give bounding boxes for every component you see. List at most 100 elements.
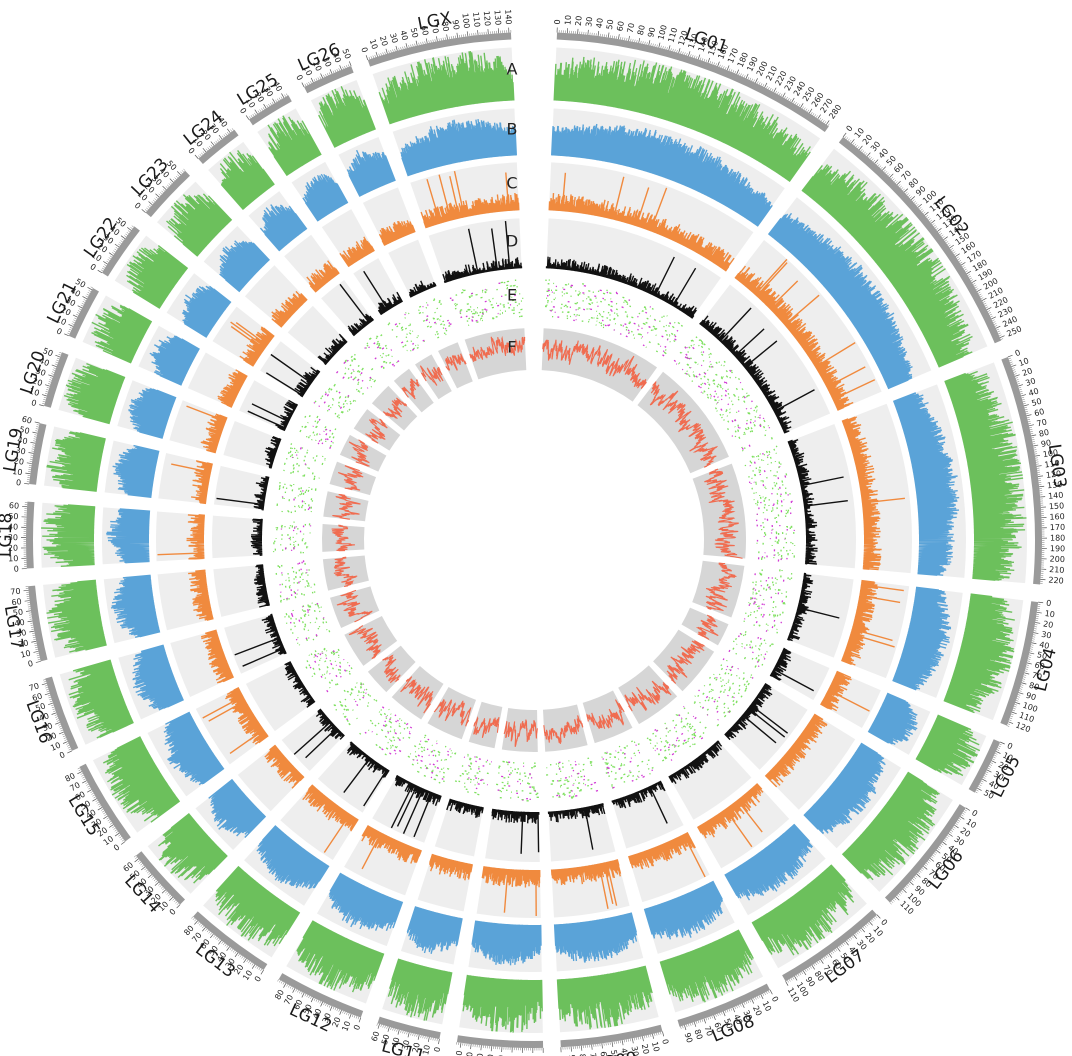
- minor-tick-lg23-16: [154, 198, 157, 201]
- track-f-bg-lg14: [367, 645, 416, 693]
- minor-tick-lg02-148: [948, 244, 951, 247]
- minor-tick-lg05-24: [989, 764, 993, 766]
- tick-lg12-40: [320, 1001, 323, 1007]
- tick-lg12-10: [349, 1013, 352, 1019]
- track-e-green-lg19: [276, 481, 317, 514]
- tick-label-lgx-130: 130: [493, 10, 503, 26]
- minor-tick-lg14-46: [145, 869, 148, 872]
- minor-tick-lg02-92: [912, 199, 915, 202]
- minor-tick-lg26-2: [304, 83, 307, 87]
- tick-lg15-10: [114, 832, 120, 837]
- tick-lg13-70: [201, 927, 206, 932]
- minor-tick-lg19-56: [36, 426, 39, 428]
- minor-tick-lg01-168: [725, 66, 727, 70]
- tick-label-lg17-60: 60: [11, 597, 22, 607]
- minor-tick-lg04-76: [1022, 678, 1026, 680]
- minor-tick-lg01-124: [682, 51, 684, 55]
- tick-label-lg15-80: 80: [64, 771, 77, 784]
- track-b-lg18: [106, 508, 151, 564]
- track-a-lg06: [841, 771, 940, 881]
- minor-tick-lg02-64: [892, 178, 895, 181]
- minor-tick-lg07-78: [813, 963, 816, 967]
- minor-tick-lg02-234: [993, 321, 996, 323]
- track-c-lg15: [202, 686, 269, 754]
- track-f-lg24: [401, 378, 420, 400]
- minor-tick-lg14-62: [135, 857, 138, 859]
- minor-tick-lg02-118: [929, 219, 932, 222]
- minor-tick-lg08-84: [690, 1023, 692, 1026]
- minor-tick-lg20-32: [51, 373, 54, 375]
- track-c-lg04: [841, 579, 904, 666]
- tick-lg08-70: [703, 1018, 707, 1024]
- track-f-lg04: [705, 562, 737, 612]
- minor-tick-lg21-32: [80, 304, 84, 307]
- tick-label-lg08-30: 30: [741, 1009, 753, 1022]
- minor-tick-lg23-36: [168, 183, 171, 186]
- tick-lg08-40: [732, 1007, 736, 1013]
- tick-lg01-90: [648, 40, 651, 46]
- minor-tick-lg23-52: [180, 171, 183, 174]
- tick-lg16-10: [62, 741, 68, 744]
- minor-tick-lg06-118: [889, 902, 892, 905]
- track-e-green-lg18: [272, 521, 311, 554]
- minor-tick-lg15-26: [107, 819, 110, 822]
- minor-tick-lg02-36: [871, 158, 874, 161]
- minor-tick-lg06-114: [892, 899, 895, 902]
- minor-tick-lg06-6: [962, 812, 965, 815]
- minor-tick-lg12-86: [279, 980, 281, 983]
- minor-tick-lg02-58: [888, 173, 891, 177]
- tick-lg12-0: [358, 1017, 362, 1023]
- tick-lg15-0: [120, 841, 126, 845]
- minor-tick-lg07-36: [848, 938, 851, 941]
- tick-lg04-0: [1038, 601, 1044, 604]
- tick-lg07-30: [853, 934, 857, 939]
- minor-tick-lg25-12: [257, 110, 260, 113]
- minor-tick-lgx-34: [400, 47, 402, 50]
- minor-tick-lg13-48: [221, 941, 224, 944]
- minor-tick-lg01-162: [719, 64, 721, 68]
- minor-tick-lg02-12: [852, 142, 855, 145]
- tick-lg04-10: [1036, 611, 1042, 614]
- tick-label-lgx-50: 50: [409, 27, 420, 39]
- minor-tick-lg03-52: [1024, 406, 1027, 409]
- minor-tick-lg03-12: [1012, 367, 1015, 369]
- tick-lg03-30: [1018, 384, 1023, 387]
- minor-tick-lg12-24: [336, 1008, 338, 1011]
- tick-lg01-100: [658, 42, 661, 48]
- tick-lg24-20: [210, 141, 215, 146]
- minor-tick-lg01-116: [674, 49, 676, 52]
- minor-tick-lg07-16: [864, 925, 867, 928]
- minor-tick-lg02-14: [854, 143, 857, 146]
- minor-tick-lg03-66: [1028, 421, 1031, 423]
- minor-tick-lg02-138: [942, 236, 945, 239]
- tick-label-lg01-60: 60: [615, 20, 626, 32]
- tick-label-lg06-0: 0: [970, 808, 979, 818]
- minor-tick-lg14-12: [169, 895, 172, 898]
- track-a-lg05: [915, 714, 981, 777]
- minor-tick-lg02-104: [920, 208, 923, 211]
- tick-lg03-50: [1023, 404, 1029, 407]
- minor-tick-lg01-216: [769, 87, 772, 91]
- minor-tick-lg01-188: [743, 75, 746, 78]
- track-e-magenta-lg25: [394, 313, 425, 351]
- minor-tick-lg13-32: [234, 951, 237, 954]
- minor-tick-lg16-8: [66, 743, 69, 745]
- tick-lg16-60: [44, 692, 50, 696]
- minor-tick-lg08-56: [717, 1013, 719, 1017]
- minor-tick-lg05-38: [983, 777, 986, 779]
- minor-tick-lg02-102: [919, 207, 922, 210]
- tick-lg07-40: [845, 941, 849, 946]
- tick-lg20-0: [39, 404, 45, 407]
- minor-tick-lg07-48: [838, 946, 841, 949]
- track-e-green-lg08: [601, 740, 654, 789]
- minor-tick-lg07-102: [792, 977, 795, 980]
- minor-tick-lg04-114: [1010, 715, 1013, 718]
- tick-lg04-60: [1026, 662, 1032, 665]
- track-d-lg03: [787, 439, 848, 565]
- tick-label-lg18-20: 20: [8, 544, 18, 553]
- track-f-lg15: [348, 625, 382, 660]
- minor-tick-lg15-24: [108, 821, 112, 823]
- minor-tick-lg09-14: [648, 1034, 650, 1038]
- track-e-magenta-lg02: [673, 346, 771, 450]
- tick-label-lg19-40: 40: [17, 435, 29, 446]
